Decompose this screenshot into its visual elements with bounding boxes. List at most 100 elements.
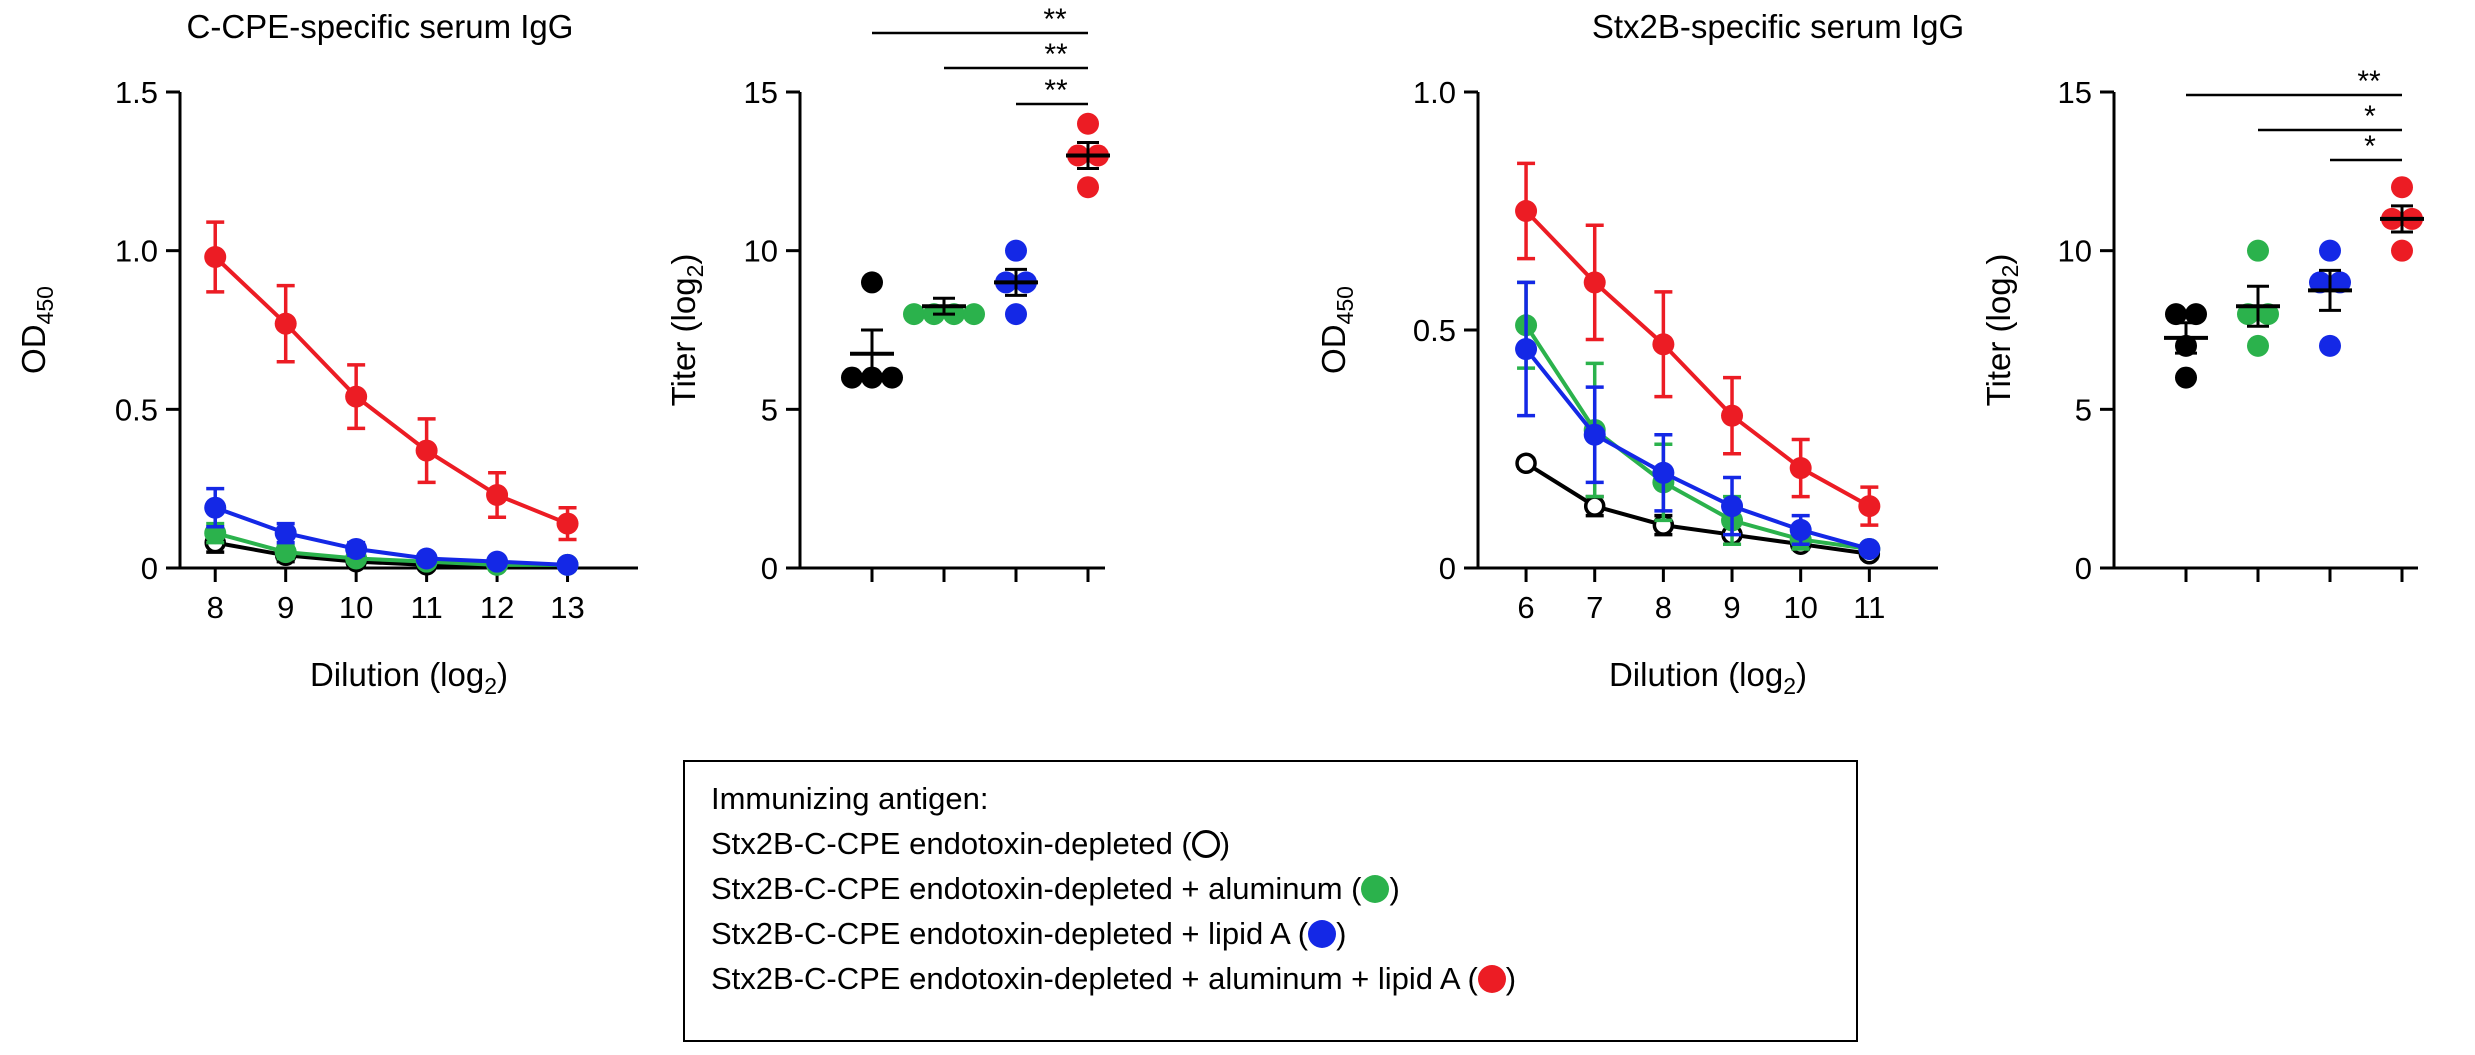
- legend-item-label: Stx2B-C-CPE endotoxin-depleted (: [711, 826, 1192, 861]
- data-point: [1005, 239, 1027, 262]
- data-point: [1077, 112, 1099, 135]
- y-tick-label: 0.5: [1413, 313, 1456, 348]
- series-line: [214, 531, 568, 567]
- data-point: [963, 303, 985, 326]
- y-tick-label: 10: [2058, 234, 2092, 269]
- y-tick-label: 1.0: [1413, 75, 1456, 110]
- series-line: [1524, 324, 1870, 551]
- data-point: [415, 439, 438, 462]
- x-tick-label: 11: [1853, 590, 1885, 625]
- y-tick-label: 0: [761, 551, 778, 586]
- legend-item-lipid-a: Stx2B-C-CPE endotoxin-depleted + lipid A…: [711, 911, 1830, 956]
- legend-box: Immunizing antigen: Stx2B-C-CPE endotoxi…: [683, 760, 1858, 1042]
- y-axis-label: Titer (log2): [665, 254, 708, 407]
- series-line: [1524, 347, 1870, 551]
- data-point: [1721, 495, 1744, 518]
- data-point: [2247, 334, 2269, 357]
- series-line: [1525, 461, 1870, 556]
- green-circle-marker-icon: [1361, 875, 1390, 903]
- data-point: [274, 522, 297, 545]
- legend-item-endotoxin-depleted: Stx2B-C-CPE endotoxin-depleted (): [711, 821, 1830, 866]
- data-point: [1515, 338, 1538, 361]
- data-point: [486, 484, 509, 507]
- legend-item-aluminum-lipid-a: Stx2B-C-CPE endotoxin-depleted + aluminu…: [711, 956, 1830, 1001]
- data-point: [1515, 200, 1538, 222]
- data-point: [274, 312, 297, 335]
- y-tick-label: 5: [761, 392, 778, 427]
- data-point: [2165, 303, 2187, 326]
- data-point: [204, 246, 227, 269]
- data-point: [486, 550, 509, 573]
- x-tick-label: 13: [550, 590, 584, 625]
- red-circle-marker-icon: [1477, 965, 1506, 993]
- x-tick-label: 9: [277, 590, 294, 625]
- x-axis-label: Dilution (log2): [310, 656, 508, 699]
- data-point: [2175, 366, 2197, 389]
- data-point: [345, 385, 368, 408]
- legend-heading: Immunizing antigen:: [711, 781, 989, 816]
- data-point: [881, 366, 903, 389]
- data-point: [903, 303, 925, 326]
- data-point: [2237, 303, 2259, 326]
- y-tick-label: 15: [744, 75, 778, 110]
- data-point: [556, 512, 579, 535]
- data-point: [1005, 303, 1027, 326]
- data-point: [1721, 404, 1744, 427]
- significance-label: **: [2357, 65, 2381, 98]
- data-point: [2319, 334, 2341, 357]
- x-axis-label: Dilution (log2): [1609, 656, 1807, 699]
- legend-item-label: Stx2B-C-CPE endotoxin-depleted + aluminu…: [711, 871, 1362, 906]
- x-tick-label: 12: [480, 590, 514, 625]
- y-tick-label: 10: [744, 234, 778, 269]
- blue-circle-marker-icon: [1308, 920, 1337, 948]
- figure-canvas: C-CPE-specific serum IgG 0 0.5 1.0 1.5 8 9 10 11…: [15, 3, 2424, 699]
- legend-item-suffix: ): [1505, 961, 1517, 996]
- data-point: [1583, 271, 1606, 294]
- y-tick-label: 0: [2075, 551, 2092, 586]
- legend-item-label: Stx2B-C-CPE endotoxin-depleted + aluminu…: [711, 961, 1478, 996]
- legend-item-suffix: ): [1219, 826, 1231, 861]
- significance-label: **: [1044, 38, 1068, 71]
- x-tick-label: 10: [1783, 590, 1817, 625]
- data-point: [2391, 239, 2413, 262]
- data-point: [861, 271, 883, 294]
- series-line: [1524, 209, 1871, 508]
- legend-item-aluminum: Stx2B-C-CPE endotoxin-depleted + aluminu…: [711, 866, 1830, 911]
- data-point: [2329, 271, 2351, 294]
- chart-title: C-CPE-specific serum IgG: [187, 8, 574, 45]
- significance-label: *: [2364, 130, 2376, 163]
- data-point: [1858, 495, 1881, 518]
- significance-label: *: [2364, 100, 2376, 133]
- data-point: [1789, 518, 1812, 541]
- chart-title: Stx2B-specific serum IgG: [1592, 8, 1964, 45]
- y-tick-label: 15: [2058, 75, 2092, 110]
- significance-label: **: [1043, 3, 1067, 36]
- data-point: [2257, 303, 2279, 326]
- y-tick-label: 1.5: [115, 75, 158, 110]
- open-circle-marker-icon: [1191, 830, 1220, 858]
- data-point: [1652, 461, 1675, 484]
- data-point: [415, 547, 438, 570]
- data-point: [1077, 176, 1099, 199]
- data-point: [1515, 452, 1537, 475]
- data-point: [2319, 239, 2341, 262]
- legend-item-suffix: ): [1389, 871, 1400, 906]
- data-point: [1858, 537, 1881, 560]
- y-axis-label: Titer (log2): [1980, 254, 2023, 407]
- data-point: [2309, 271, 2331, 294]
- y-axis-label: OD450: [15, 286, 58, 374]
- x-tick-label: 11: [411, 590, 443, 625]
- y-tick-label: 0.5: [115, 392, 158, 427]
- legend-item-label: Stx2B-C-CPE endotoxin-depleted + lipid A…: [711, 916, 1309, 951]
- x-tick-label: 6: [1517, 590, 1534, 625]
- y-tick-label: 1.0: [115, 234, 158, 269]
- x-tick-label: 7: [1586, 590, 1603, 625]
- y-tick-label: 0: [141, 551, 158, 586]
- data-point: [2391, 176, 2413, 199]
- legend-item-suffix: ): [1336, 916, 1347, 951]
- x-tick-label: 8: [1655, 590, 1672, 625]
- series-line: [214, 505, 568, 567]
- x-tick-label: 9: [1723, 590, 1740, 625]
- x-tick-label: 8: [207, 590, 224, 625]
- y-tick-label: 0: [1439, 551, 1456, 586]
